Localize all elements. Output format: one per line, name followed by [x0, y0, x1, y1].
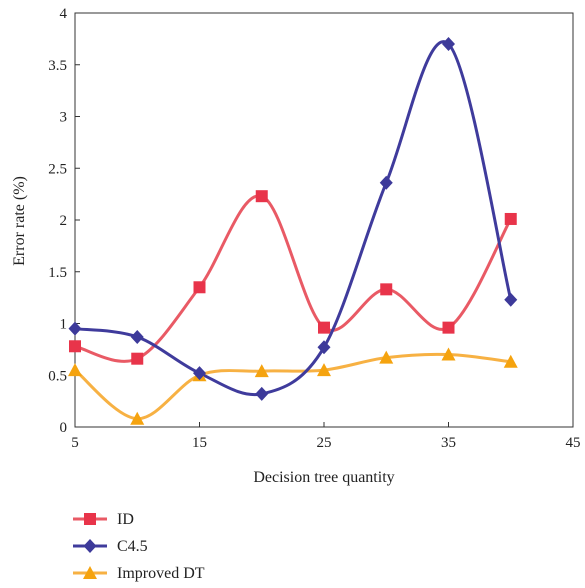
data-point-improved-dt — [441, 347, 456, 361]
series-markers — [68, 37, 518, 425]
y-tick-label: 0.5 — [48, 368, 67, 384]
y-tick-label: 4 — [60, 6, 68, 22]
x-tick-label: 25 — [317, 435, 332, 451]
data-point-improved-dt — [317, 363, 331, 377]
data-point-id — [131, 352, 144, 365]
data-point-improved-dt — [503, 354, 518, 368]
data-point-id — [69, 340, 81, 353]
data-point-improved-dt — [254, 364, 269, 378]
data-point-improved-dt — [68, 363, 82, 377]
data-point-improved-dt — [130, 411, 145, 425]
y-tick-label: 1 — [60, 317, 68, 333]
legend-marker-id — [84, 513, 96, 525]
data-point-id — [442, 321, 455, 334]
data-point-improved-dt — [379, 350, 394, 364]
data-point-c4-5 — [442, 37, 455, 52]
data-point-c4-5 — [379, 175, 393, 190]
chart-legend: ID C4.5 Improved DT — [73, 511, 205, 582]
x-tick-label: 45 — [566, 435, 581, 451]
data-point-id — [504, 212, 517, 225]
data-point-c4-5 — [68, 321, 82, 336]
x-tick-label: 5 — [71, 435, 79, 451]
plot-axes: 5 15 25 35 45 0 0.5 1 1.5 2 2.5 3 3.5 4 — [48, 6, 580, 451]
data-point-id — [255, 190, 268, 203]
legend-label-improved-dt: Improved DT — [117, 565, 205, 582]
x-axis-title: Decision tree quantity — [253, 469, 394, 486]
legend-marker-improved-dt — [83, 566, 97, 579]
data-point-c4-5 — [130, 329, 144, 344]
data-point-c4-5 — [255, 386, 269, 401]
y-tick-label: 0 — [60, 420, 68, 436]
legend-label-id: ID — [117, 511, 134, 528]
y-tick-label: 2.5 — [48, 161, 67, 177]
data-point-id — [193, 281, 206, 294]
legend-marker-c4-5 — [83, 539, 97, 553]
series-line-c4-5 — [73, 40, 513, 397]
data-point-c4-5 — [504, 292, 518, 307]
y-axis-title: Error rate (%) — [11, 176, 28, 266]
data-point-id — [380, 283, 393, 296]
data-point-id — [318, 321, 330, 334]
legend-label-c4-5: C4.5 — [117, 538, 148, 555]
y-tick-label: 1.5 — [48, 265, 67, 281]
data-point-c4-5 — [193, 366, 206, 381]
y-tick-label: 2 — [60, 213, 68, 229]
data-point-c4-5 — [317, 340, 331, 355]
y-tick-label: 3.5 — [48, 58, 67, 74]
x-tick-label: 35 — [441, 435, 456, 451]
y-tick-label: 3 — [60, 110, 68, 126]
x-tick-label: 15 — [192, 435, 207, 451]
